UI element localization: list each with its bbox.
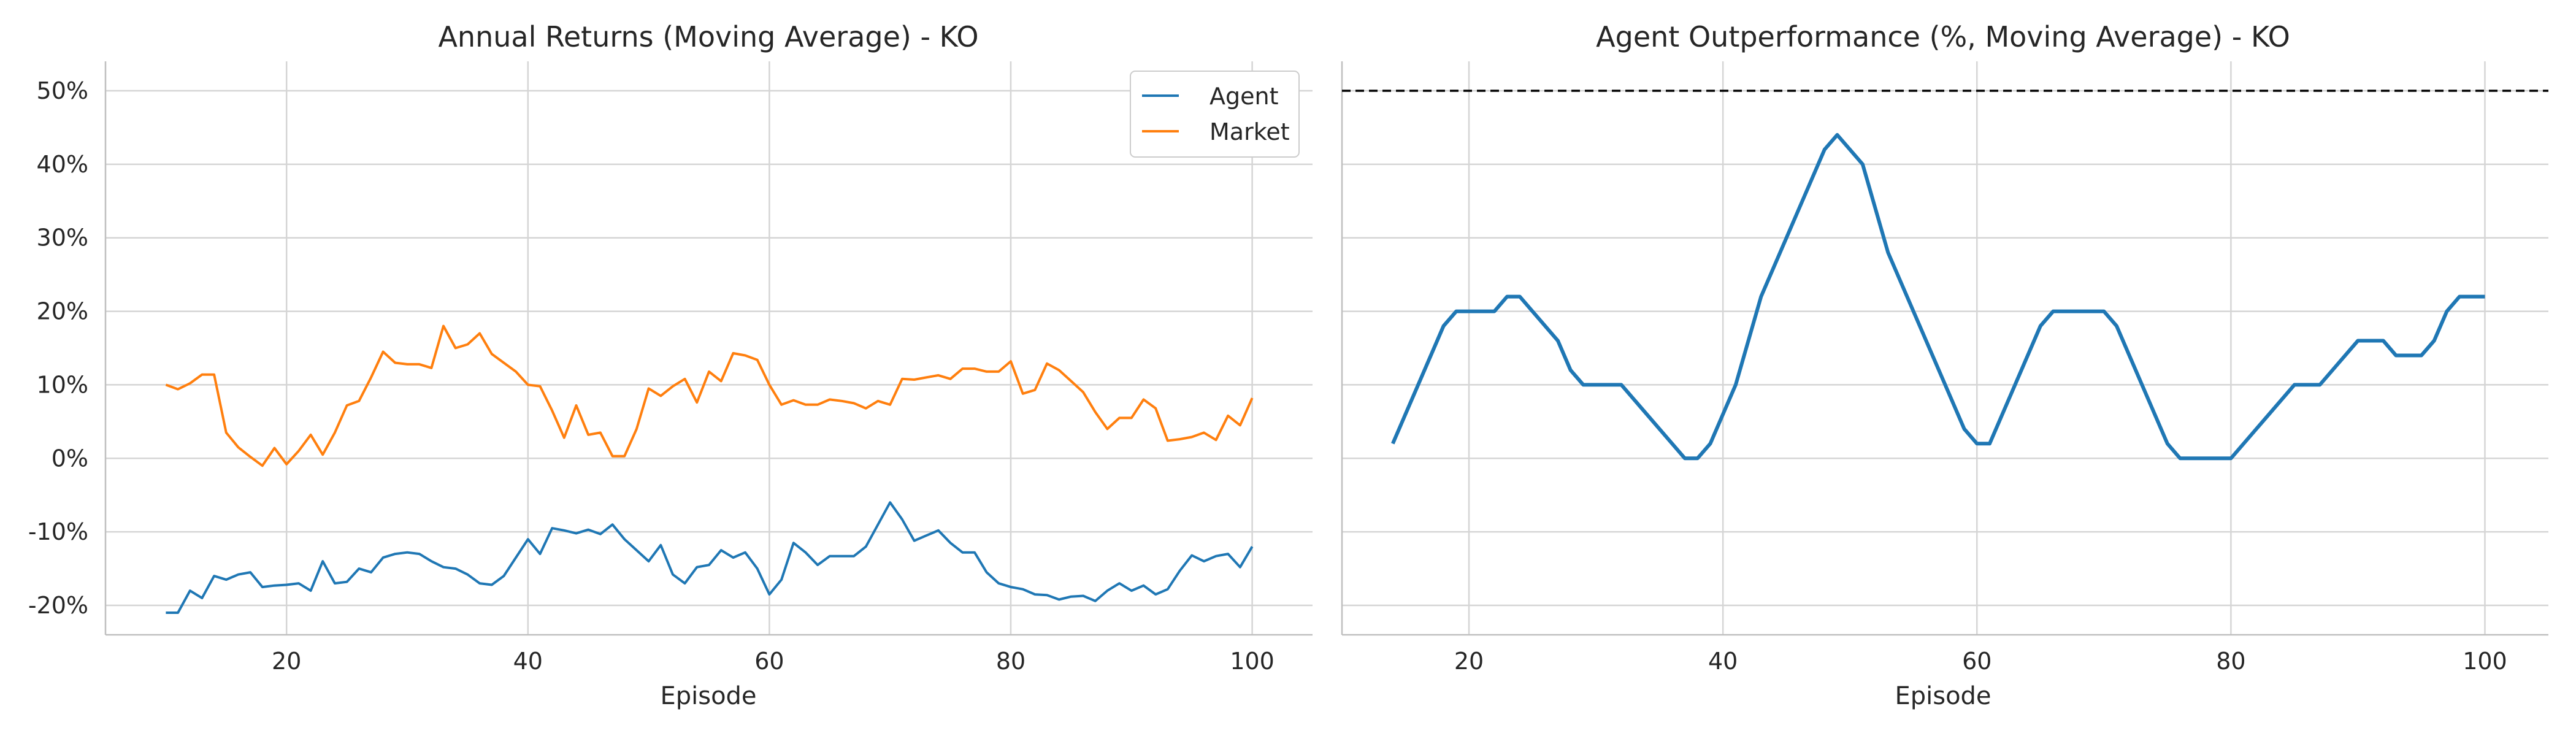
outperformance-chart-xlabel: Episode xyxy=(1895,682,1991,710)
y-tick-label: 10% xyxy=(37,371,88,398)
y-tick-label: 50% xyxy=(37,77,88,104)
gridlines xyxy=(1342,61,2548,635)
y-tick-label: 40% xyxy=(37,151,88,178)
returns-chart-xlabel: Episode xyxy=(660,682,756,710)
y-tick-label: 20% xyxy=(37,298,88,325)
x-tick-label: 20 xyxy=(272,648,301,675)
y-tick-label: 0% xyxy=(52,445,88,472)
returns-chart-legend: Agent Market xyxy=(1130,71,1300,158)
x-tick-label: 80 xyxy=(996,648,1025,675)
gridlines xyxy=(105,61,1313,635)
x-tick-label: 40 xyxy=(513,648,543,675)
outperformance-series-line xyxy=(1391,132,2485,461)
y-tick-label: -10% xyxy=(28,518,88,545)
agent-series-line xyxy=(166,501,1254,614)
market-series-line xyxy=(165,324,1254,467)
x-tick-label: 60 xyxy=(1962,648,1991,675)
x-tick-label: 40 xyxy=(1708,648,1738,675)
x-tick-label: 20 xyxy=(1454,648,1484,675)
legend-box xyxy=(1130,71,1300,158)
returns-chart-title: Annual Returns (Moving Average) - KO xyxy=(438,20,978,53)
legend-market-label: Market xyxy=(1209,118,1290,145)
x-tick-label: 60 xyxy=(754,648,784,675)
y-tick-label: 30% xyxy=(37,224,88,251)
x-tick-label: 100 xyxy=(1230,648,1275,675)
returns-chart: Annual Returns (Moving Average) - KO Epi… xyxy=(28,20,1313,710)
outperformance-chart: Agent Outperformance (%, Moving Average)… xyxy=(1341,20,2548,710)
legend-agent-label: Agent xyxy=(1209,83,1278,110)
outperformance-chart-title: Agent Outperformance (%, Moving Average)… xyxy=(1596,20,2290,53)
x-tick-label: 100 xyxy=(2463,648,2507,675)
x-tick-label: 80 xyxy=(2216,648,2245,675)
y-tick-label: -20% xyxy=(28,592,88,619)
